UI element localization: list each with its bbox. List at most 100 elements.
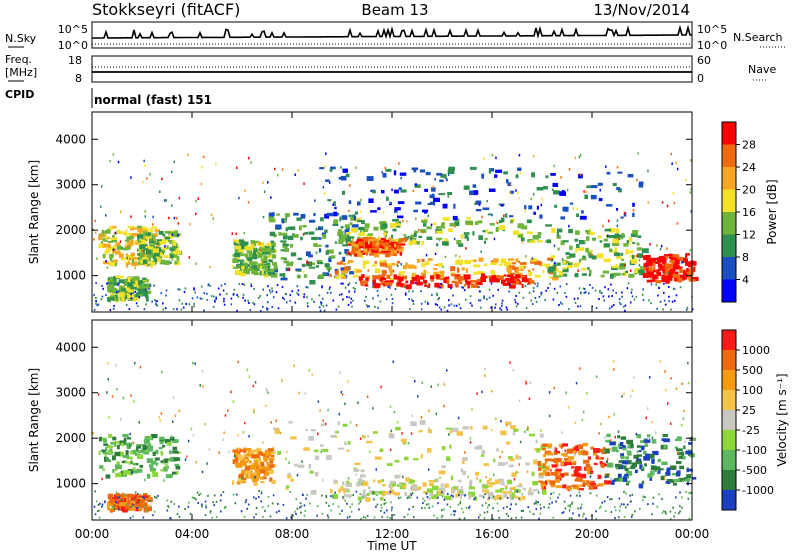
heatmap-speckle <box>235 493 238 496</box>
heatmap-cell <box>371 252 375 256</box>
heatmap-cell <box>583 459 590 464</box>
heatmap-speckle <box>562 463 564 466</box>
heatmap-cell <box>562 443 568 447</box>
heatmap-speckle <box>496 221 498 224</box>
heatmap-speckle <box>623 515 626 518</box>
heatmap-cell <box>134 257 137 262</box>
heatmap-speckle <box>223 297 225 300</box>
heatmap-cell <box>536 448 540 453</box>
heatmap-cell <box>470 494 474 497</box>
heatmap-cell <box>319 167 325 170</box>
heatmap-speckle <box>571 502 573 505</box>
heatmap-cell <box>139 464 143 468</box>
heatmap-cell <box>661 274 666 278</box>
heatmap-speckle <box>223 300 225 303</box>
heatmap-cell <box>112 455 116 461</box>
heatmap-cell <box>271 242 276 248</box>
heatmap-cell <box>172 450 179 454</box>
heatmap-cell <box>243 479 246 482</box>
heatmap-cell <box>318 274 324 279</box>
heatmap-cell <box>616 228 620 233</box>
heatmap-speckle <box>367 269 370 272</box>
heatmap-speckle <box>209 265 211 269</box>
heatmap-speckle <box>501 305 503 308</box>
heatmap-cell <box>620 456 625 460</box>
heatmap-speckle <box>117 160 120 164</box>
heatmap-speckle <box>376 503 379 506</box>
heatmap-speckle <box>383 502 386 505</box>
heatmap-cell <box>636 434 642 439</box>
heatmap-speckle <box>548 414 551 418</box>
heatmap-speckle <box>148 499 151 502</box>
heatmap-speckle <box>670 308 672 311</box>
heatmap-cell <box>363 481 369 487</box>
heatmap-speckle <box>177 222 180 225</box>
heatmap-speckle <box>212 501 214 504</box>
heatmap-cell <box>134 504 140 508</box>
heatmap-cell <box>167 442 172 446</box>
heatmap-speckle <box>359 493 361 496</box>
heatmap-cell <box>269 458 274 464</box>
heatmap-cell <box>628 237 633 242</box>
heatmap-cell <box>432 222 437 226</box>
heatmap-cell <box>643 256 649 261</box>
x-tick-label: 00:00 <box>75 527 110 541</box>
heatmap-speckle <box>408 290 410 293</box>
heatmap-cell <box>238 271 242 275</box>
heatmap-cell <box>130 287 138 290</box>
heatmap-cell <box>594 484 597 488</box>
heatmap-cell <box>233 453 240 457</box>
heatmap-cell <box>414 241 420 245</box>
heatmap-cell <box>308 231 315 235</box>
heatmap-cell <box>176 255 180 261</box>
heatmap-cell <box>483 240 486 244</box>
heatmap-speckle <box>681 382 683 385</box>
heatmap-speckle <box>362 516 365 519</box>
freq-panel-frame <box>91 55 693 83</box>
heatmap-cell <box>128 288 134 293</box>
heatmap-speckle <box>393 411 396 414</box>
heatmap-speckle <box>446 503 449 506</box>
heatmap-speckle <box>634 510 636 513</box>
heatmap-speckle <box>586 391 588 395</box>
heatmap-speckle <box>130 293 132 296</box>
heatmap-cell <box>430 201 436 205</box>
colorbar-tick-label: 24 <box>742 161 756 174</box>
heatmap-cell <box>138 468 143 473</box>
heatmap-speckle <box>616 219 619 222</box>
heatmap-cell <box>569 202 574 205</box>
heatmap-speckle <box>178 299 181 302</box>
heatmap-speckle <box>438 306 441 309</box>
colorbar-tick-label: -100 <box>742 444 767 457</box>
heatmap-speckle <box>195 262 197 265</box>
heatmap-cell <box>543 486 547 489</box>
heatmap-speckle <box>427 286 429 289</box>
heatmap-speckle <box>223 431 225 434</box>
heatmap-cell <box>447 284 453 288</box>
heatmap-speckle <box>678 512 680 515</box>
heatmap-cell <box>273 427 280 430</box>
heatmap-cell <box>520 237 525 242</box>
heatmap-speckle <box>349 421 352 424</box>
heatmap-speckle <box>274 167 276 171</box>
heatmap-speckle <box>579 494 581 497</box>
heatmap-cell <box>234 456 238 460</box>
heatmap-speckle <box>208 448 211 451</box>
heatmap-cell <box>466 217 472 220</box>
heatmap-speckle <box>614 506 616 509</box>
heatmap-cell <box>623 271 628 276</box>
heatmap-cell <box>388 237 392 241</box>
heatmap-cell <box>591 255 597 260</box>
heatmap-speckle <box>450 287 452 290</box>
heatmap-cell <box>469 166 477 170</box>
heatmap-cell <box>98 235 103 241</box>
heatmap-cell <box>290 436 297 440</box>
heatmap-cell <box>552 182 559 187</box>
heatmap-cell <box>397 201 405 205</box>
heatmap-cell <box>634 268 640 273</box>
heatmap-speckle <box>254 381 257 384</box>
heatmap-speckle <box>296 473 299 477</box>
heatmap-speckle <box>452 510 455 513</box>
heatmap-speckle <box>618 497 621 500</box>
